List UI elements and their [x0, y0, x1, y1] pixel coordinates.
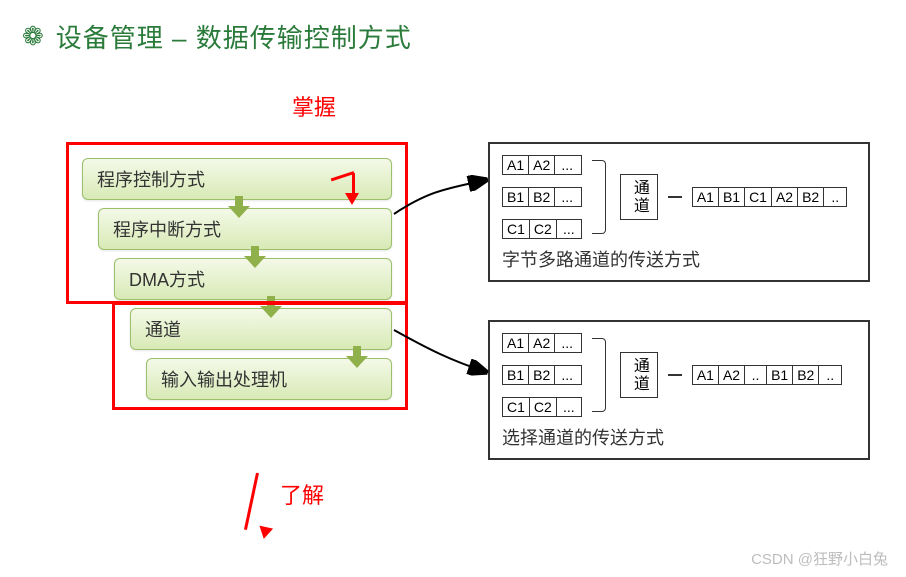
- watermark: CSDN @狂野小白兔: [751, 548, 888, 569]
- connector-lines: [0, 0, 906, 577]
- label-master: 掌握: [292, 90, 336, 122]
- label-understand: 了解: [280, 478, 324, 510]
